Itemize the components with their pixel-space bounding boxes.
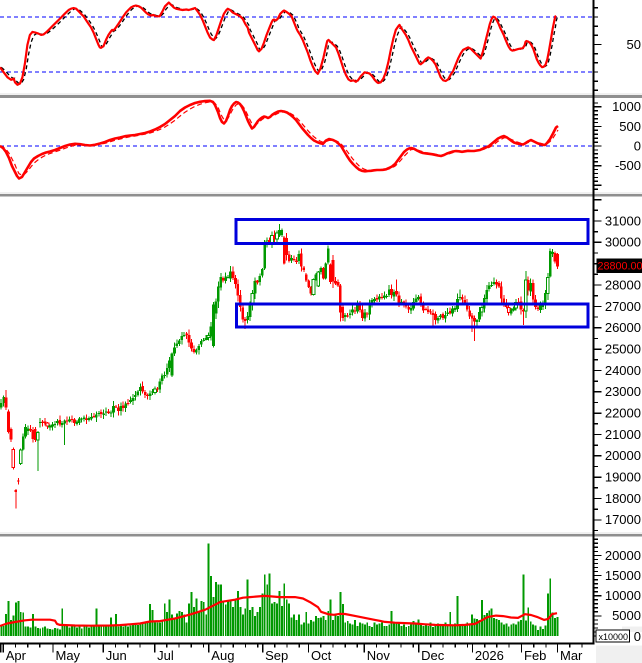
svg-text:Mar: Mar [560, 648, 583, 663]
svg-text:2026: 2026 [475, 648, 504, 663]
svg-text:28800.00: 28800.00 [598, 261, 642, 273]
svg-text:19000: 19000 [605, 470, 641, 485]
svg-text:20000: 20000 [605, 548, 641, 563]
svg-text:Dec: Dec [421, 648, 445, 663]
svg-text:25000: 25000 [605, 341, 641, 356]
svg-text:18000: 18000 [605, 491, 641, 506]
svg-text:Jul: Jul [157, 648, 174, 663]
svg-text:Oct: Oct [311, 648, 332, 663]
svg-text:50: 50 [627, 37, 641, 52]
svg-text:23000: 23000 [605, 384, 641, 399]
svg-text:Sep: Sep [265, 648, 288, 663]
svg-text:21000: 21000 [605, 427, 641, 442]
svg-text:28000: 28000 [605, 277, 641, 292]
svg-text:Nov: Nov [367, 648, 391, 663]
svg-text:May: May [56, 648, 81, 663]
svg-text:-500: -500 [615, 158, 641, 173]
svg-text:15000: 15000 [605, 568, 641, 583]
svg-text:0: 0 [634, 138, 641, 153]
svg-text:31000: 31000 [605, 213, 641, 228]
svg-text:0: 0 [634, 629, 641, 644]
svg-text:30000: 30000 [605, 235, 641, 250]
svg-text:Jun: Jun [106, 648, 127, 663]
svg-text:27000: 27000 [605, 299, 641, 314]
svg-text:500: 500 [619, 119, 641, 134]
svg-text:1000: 1000 [612, 99, 641, 114]
svg-text:Feb: Feb [524, 648, 546, 663]
svg-text:x10000: x10000 [599, 632, 629, 642]
svg-text:20000: 20000 [605, 448, 641, 463]
svg-text:Aug: Aug [211, 648, 234, 663]
svg-text:Apr: Apr [6, 648, 27, 663]
svg-text:24000: 24000 [605, 363, 641, 378]
svg-text:22000: 22000 [605, 406, 641, 421]
svg-text:26000: 26000 [605, 320, 641, 335]
svg-text:5000: 5000 [612, 608, 641, 623]
svg-text:10000: 10000 [605, 588, 641, 603]
svg-text:17000: 17000 [605, 512, 641, 527]
